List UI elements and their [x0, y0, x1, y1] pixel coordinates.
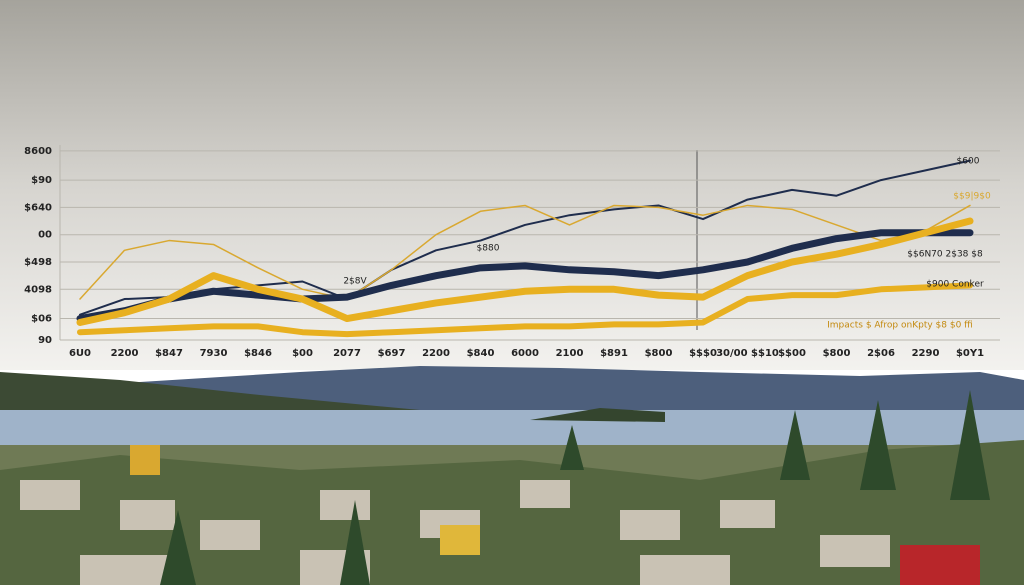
- series-line: [77, 282, 973, 338]
- y-tick-label: 90: [38, 335, 52, 346]
- y-tick-label: $498: [24, 257, 52, 268]
- x-tick-label: 2077: [333, 348, 361, 359]
- annotation: $$6N70 2$38 $8: [907, 250, 983, 260]
- series-line: [76, 229, 974, 323]
- annotation: Impacts $ Afrop onKpty $8 $0 ffi: [827, 321, 973, 331]
- x-tick-label: $891: [600, 348, 628, 359]
- landscape: [0, 366, 1024, 585]
- x-tick-label: $697: [378, 348, 406, 359]
- annotation: 2$8V: [343, 277, 367, 287]
- x-tick-label: 7930: [200, 348, 228, 359]
- annotation: $$9|9$0: [953, 192, 991, 202]
- x-tick-label: $$$0: [689, 348, 717, 359]
- x-tick-label: $$00: [778, 348, 806, 359]
- y-tick-label: $06: [31, 314, 52, 325]
- x-tick-label: $840: [467, 348, 495, 359]
- x-tick-label: $847: [155, 348, 183, 359]
- x-tick-label: $0Y1: [956, 348, 984, 359]
- x-tick-label: $00: [292, 348, 313, 359]
- chart: 90 $06 4098 $498 00 $640 $90 8600 6U0 2200 $847 793…: [24, 145, 1000, 359]
- annotation: $880: [477, 244, 500, 254]
- x-tick-label: $800: [645, 348, 673, 359]
- annotation: $600: [957, 157, 980, 167]
- y-tick-label: $640: [24, 202, 52, 213]
- series-line: [76, 217, 974, 326]
- y-tick-label: 00: [38, 230, 52, 241]
- series-line: [79, 204, 971, 300]
- x-tick-label: 2290: [912, 348, 940, 359]
- series-line: [79, 159, 971, 316]
- y-tick-label: 8600: [24, 146, 52, 157]
- x-tick-label: 6U0: [69, 348, 91, 359]
- annotation: $900 Conker: [926, 280, 984, 290]
- y-tick-label: 4098: [24, 284, 52, 295]
- x-tick-label: $800: [823, 348, 851, 359]
- y-tick-label: $90: [31, 175, 52, 186]
- x-tick-label: 2200: [111, 348, 139, 359]
- x-tick-label: 30/00 $$10: [716, 348, 779, 359]
- x-tick-label: 6000: [511, 348, 539, 359]
- x-tick-label: 2100: [556, 348, 584, 359]
- x-tick-label: 2200: [422, 348, 450, 359]
- x-tick-label: 2$06: [867, 348, 895, 359]
- x-tick-label: $846: [244, 348, 272, 359]
- backdrop: [0, 0, 1024, 370]
